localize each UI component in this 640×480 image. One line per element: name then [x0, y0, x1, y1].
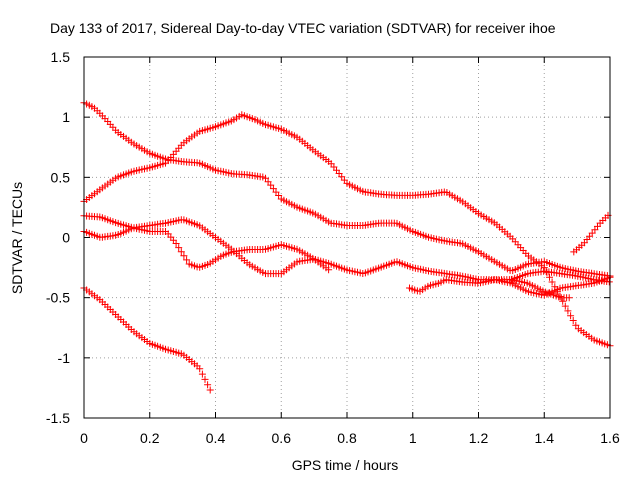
- x-tick-label: 1.2: [469, 430, 489, 446]
- y-axis-label: SDTVAR / TECUs: [9, 182, 25, 294]
- x-tick-label: 0: [80, 430, 88, 446]
- grid: [84, 57, 610, 418]
- series-markers: [570, 211, 612, 256]
- y-tick-label: 1.5: [51, 49, 71, 65]
- x-axis-label: GPS time / hours: [292, 457, 399, 473]
- series-markers: [507, 276, 573, 302]
- x-tick-label: 1.4: [535, 430, 555, 446]
- y-tick-label: -0.5: [46, 290, 70, 306]
- y-tick-label: -1.5: [46, 410, 70, 426]
- series-sat-h: [570, 211, 612, 256]
- series-sat-g: [507, 276, 573, 302]
- x-tick-label: 0.6: [272, 430, 292, 446]
- y-tick-labels: -1.5 -1 -0.5 0 0.5 1 1.5: [46, 49, 70, 426]
- x-tick-label: 0.8: [337, 430, 357, 446]
- y-tick-label: 1: [62, 109, 70, 125]
- plot-frame: [83, 56, 611, 419]
- chart-title: Day 133 of 2017, Sidereal Day-to-day VTE…: [50, 20, 556, 36]
- y-tick-label: 0: [62, 230, 70, 246]
- x-tick-label: 1: [409, 430, 417, 446]
- series-sat-f: [406, 267, 613, 295]
- x-tick-label: 0.2: [140, 430, 160, 446]
- y-tick-label: -1: [58, 350, 71, 366]
- y-tick-label: 0.5: [51, 169, 71, 185]
- x-tick-label: 1.6: [600, 430, 620, 446]
- series-markers: [406, 267, 613, 295]
- x-tick-labels: 0 0.2 0.4 0.6 0.8 1 1.2 1.4 1.6: [80, 430, 620, 446]
- x-tick-label: 0.4: [206, 430, 226, 446]
